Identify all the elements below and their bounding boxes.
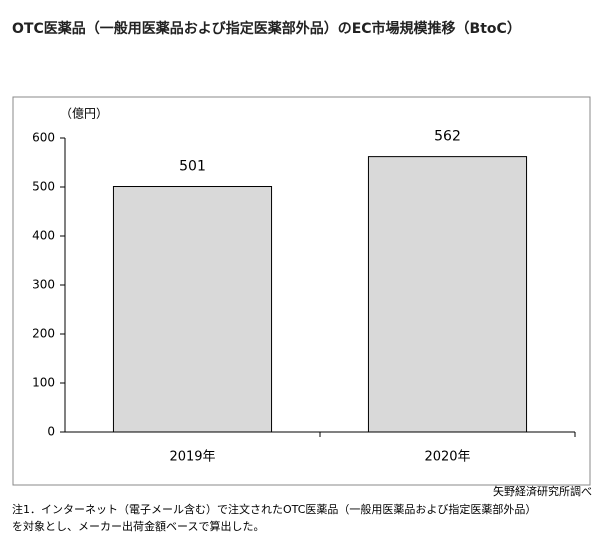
y-tick-label: 500 bbox=[32, 180, 55, 194]
bar bbox=[367, 156, 528, 433]
y-tick-label: 300 bbox=[32, 278, 55, 292]
y-tick-label: 100 bbox=[32, 376, 55, 390]
y-tick-label: 200 bbox=[32, 327, 55, 341]
x-tick-label: 2020年 bbox=[424, 450, 470, 465]
unit-label: （億円） bbox=[60, 107, 108, 121]
y-tick-label: 0 bbox=[47, 425, 55, 439]
note-line: を対象とし、メーカー出荷金額ベースで算出した。 bbox=[12, 519, 264, 533]
chart-title: OTC医薬品（一般用医薬品および指定医薬部外品）のEC市場規模推移（BtoC） bbox=[12, 20, 521, 37]
y-tick-label: 400 bbox=[32, 229, 55, 243]
x-tick-label: 2019年 bbox=[169, 450, 215, 465]
chart-frame bbox=[12, 96, 591, 486]
note-line: 注1．インターネット（電子メール含む）で注文されたOTC医薬品（一般用医薬品およ… bbox=[12, 502, 536, 516]
y-tick-label: 600 bbox=[32, 131, 55, 145]
bar bbox=[112, 186, 273, 433]
value-label: 562 bbox=[434, 129, 461, 145]
source: 矢野経済研究所調べ bbox=[493, 484, 592, 498]
value-label: 501 bbox=[179, 159, 206, 175]
